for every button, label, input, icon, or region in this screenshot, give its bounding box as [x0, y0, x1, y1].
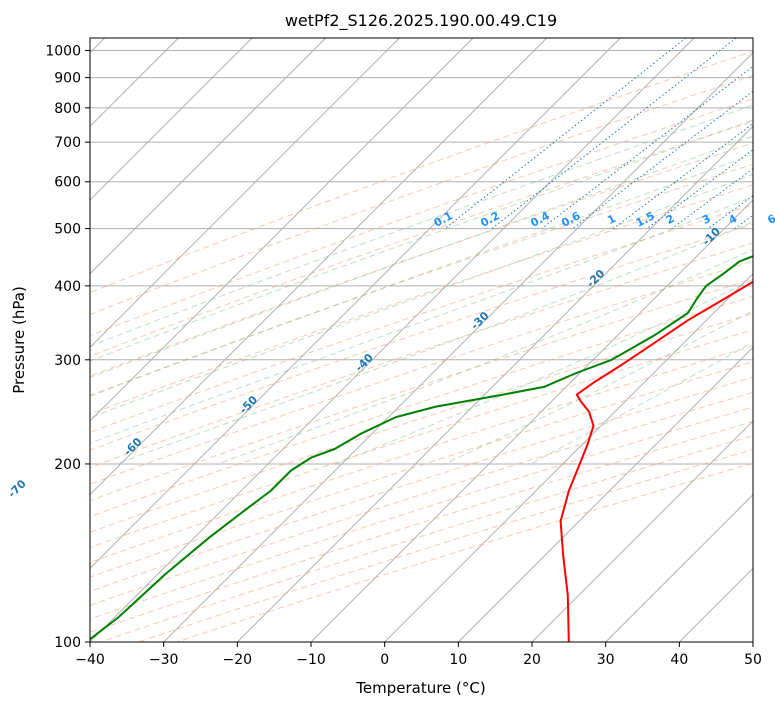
dry-adiabat-line	[90, 329, 753, 549]
y-tick-label: 800	[54, 101, 81, 117]
dry-adiabat-line	[90, 260, 753, 485]
moist-adiabat-line	[335, 278, 753, 465]
x-tick-label: 10	[449, 652, 467, 668]
mixing-ratio-line	[541, 65, 753, 229]
dry-adiabat-line	[90, 74, 753, 316]
y-tick-label: 100	[54, 635, 81, 651]
isotherm-line	[90, 38, 621, 569]
dewpoint-line	[90, 255, 753, 641]
moist-adiabat-line	[217, 248, 753, 465]
dry-adiabat-line	[90, 142, 753, 377]
dry-adiabat-line	[90, 361, 753, 578]
dry-adiabat-line	[90, 98, 753, 337]
dry-adiabat-line	[90, 50, 753, 294]
temperature-line	[559, 280, 753, 642]
moist-adiabat-line	[90, 196, 753, 444]
isotherm-line	[90, 38, 474, 422]
chart-title: wetPf2_S126.2025.190.00.49.C19	[285, 11, 557, 31]
dry-adiabat-line	[90, 223, 753, 451]
moist-adiabat-line	[90, 135, 753, 379]
isotherm-line	[384, 273, 753, 642]
y-tick-label: 1000	[45, 44, 81, 60]
y-tick-label: 900	[54, 71, 81, 87]
isotherm-line	[531, 420, 753, 642]
dry-adiabat-line	[90, 163, 753, 396]
isotherm-line	[163, 52, 753, 642]
y-tick-label: 200	[54, 457, 81, 473]
x-tick-label: 20	[523, 652, 541, 668]
x-axis-title: Temperature (°C)	[355, 679, 485, 697]
isotherm-line	[605, 494, 753, 642]
isotherm-line	[90, 38, 695, 642]
x-tick-label: −20	[223, 652, 253, 668]
isotherm-line	[90, 38, 253, 201]
x-tick-label: −10	[296, 652, 326, 668]
mixing-ratio-line	[572, 90, 753, 229]
mixing-ratio-label: 6	[765, 212, 775, 227]
isotherm-line	[90, 38, 547, 496]
x-tick-label: −40	[75, 652, 105, 668]
y-tick-label: 300	[54, 353, 81, 369]
isotherm-line	[237, 125, 753, 642]
isotherm-line	[458, 346, 753, 642]
x-tick-label: 40	[670, 652, 688, 668]
y-tick-label: 600	[54, 175, 81, 191]
dry-adiabat-line	[90, 184, 753, 415]
isotherm-line	[90, 38, 400, 348]
isotherm-line	[310, 199, 753, 642]
y-tick-label: 500	[54, 222, 81, 238]
dry-adiabat-line	[90, 278, 753, 502]
x-tick-label: 50	[744, 652, 762, 668]
isotherm-line	[752, 641, 753, 642]
moist-adiabat-line	[90, 153, 753, 397]
plot-background	[90, 38, 753, 642]
moist-adiabat-line	[90, 119, 753, 362]
dry-adiabat-line	[90, 391, 753, 606]
y-tick-label: 700	[54, 135, 81, 151]
y-tick-label: 400	[54, 279, 81, 295]
x-tick-label: 30	[597, 652, 615, 668]
moist-adiabat-line	[444, 310, 753, 465]
x-tick-label: 0	[380, 652, 389, 668]
x-tick-label: −30	[149, 652, 179, 668]
moist-adiabat-line	[90, 173, 753, 419]
isotherm-line	[90, 38, 326, 275]
mixing-ratio-line	[612, 122, 753, 229]
plot-frame	[89, 37, 754, 643]
isotherm-label: -70	[6, 477, 29, 500]
dry-adiabat-line	[90, 120, 753, 357]
y-axis-title: Pressure (hPa)	[10, 286, 28, 394]
